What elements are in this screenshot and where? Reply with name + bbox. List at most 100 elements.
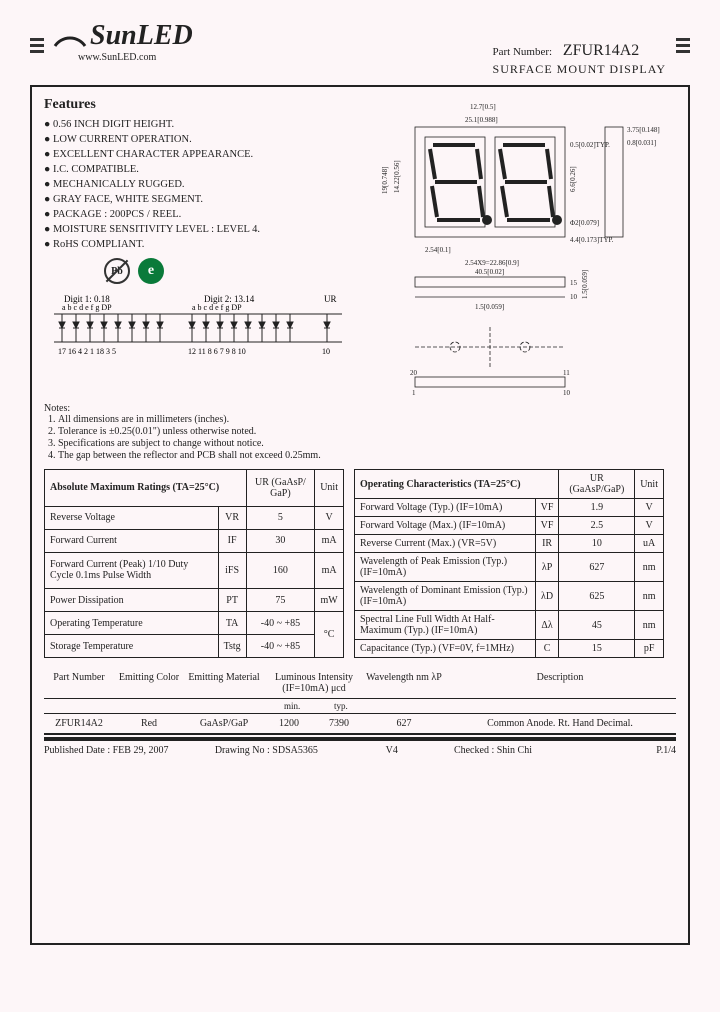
menu-icon-right — [676, 38, 690, 53]
svg-text:12.7[0.5]: 12.7[0.5] — [470, 103, 496, 111]
oc-col-val: UR (GaAsP/GaP) — [559, 470, 635, 499]
cell: Storage Temperature — [45, 635, 219, 658]
menu-icon-left — [30, 38, 44, 53]
cell: Wavelength of Dominant Emission (Typ.) (… — [355, 582, 536, 611]
cell: nm — [635, 553, 664, 582]
spec-color: Red — [114, 718, 184, 729]
cell: Power Dissipation — [45, 589, 219, 612]
feature-item: 0.56 INCH DIGIT HEIGHT. — [44, 119, 356, 130]
cell: Δλ — [535, 611, 559, 640]
svg-text:2.54X9=22.86[0.9]: 2.54X9=22.86[0.9] — [465, 259, 519, 267]
svg-text:12 11 8 6 7 9 8 10: 12 11 8 6 7 9 8 10 — [188, 347, 246, 356]
feature-item: MOISTURE SENSITIVITY LEVEL : LEVEL 4. — [44, 224, 356, 235]
amr-title: Absolute Maximum Ratings (TA=25°C) — [45, 470, 247, 507]
footer-check: Checked : Shin Chi — [454, 745, 625, 756]
oc-table: Operating Characteristics (TA=25°C) UR (… — [354, 469, 664, 658]
spec-sub-min: min. — [284, 701, 334, 711]
svg-text:UR: UR — [324, 294, 337, 304]
notes-title: Notes: — [44, 403, 676, 414]
cell: -40 ~ +85 — [246, 612, 315, 635]
svg-text:11: 11 — [563, 369, 570, 377]
note-item: Specifications are subject to change wit… — [58, 438, 676, 449]
note-item: All dimensions are in millimeters (inche… — [58, 414, 676, 425]
logo-area: SunLED www.SunLED.com — [50, 20, 493, 63]
note-item: Tolerance is ±0.25(0.01") unless otherwi… — [58, 426, 676, 437]
cell: VF — [535, 517, 559, 535]
main-content: Features 0.56 INCH DIGIT HEIGHT. LOW CUR… — [30, 85, 690, 945]
footer: Published Date : FEB 29, 2007 Drawing No… — [44, 741, 676, 756]
cell: Spectral Line Full Width At Half-Maximum… — [355, 611, 536, 640]
footer-page: P.1/4 — [625, 745, 676, 756]
cell: 15 — [559, 640, 635, 658]
svg-text:2.54[0.1]: 2.54[0.1] — [425, 246, 451, 254]
spec-min: 1200 — [264, 718, 314, 729]
svg-text:17 16 4 2 1 18 3 5: 17 16 4 2 1 18 3 5 — [58, 347, 116, 356]
spec-table: Part Number Emitting Color Emitting Mate… — [44, 672, 676, 756]
feature-item: GRAY FACE, WHITE SEGMENT. — [44, 194, 356, 205]
svg-text:1.5[0.059]: 1.5[0.059] — [475, 303, 504, 311]
features-list: 0.56 INCH DIGIT HEIGHT. LOW CURRENT OPER… — [44, 119, 356, 250]
cell: Wavelength of Peak Emission (Typ.) (IF=1… — [355, 553, 536, 582]
svg-text:a b c d e f g DP: a b c d e f g DP — [192, 303, 242, 312]
mechanical-diagram: 25.1[0.988] 12.7[0.5] 19[0.748] 14.22[0.… — [364, 97, 676, 397]
cell: V — [635, 499, 664, 517]
part-number-value: ZFUR14A2 — [563, 42, 639, 59]
cell: V — [635, 517, 664, 535]
spec-desc: Common Anode. Rt. Hand Decimal. — [444, 718, 676, 729]
svg-text:0.5[0.02]TYP.: 0.5[0.02]TYP. — [570, 141, 610, 149]
cell: 45 — [559, 611, 635, 640]
svg-text:3.75[0.148]: 3.75[0.148] — [627, 126, 660, 134]
notes: Notes: All dimensions are in millimeters… — [44, 403, 676, 461]
features-title: Features — [44, 97, 356, 113]
subtitle: SURFACE MOUNT DISPLAY — [493, 62, 666, 77]
svg-text:19[0.748]: 19[0.748] — [381, 167, 389, 194]
feature-item: RoHS COMPLIANT. — [44, 239, 356, 250]
cell: 1.9 — [559, 499, 635, 517]
svg-text:20: 20 — [410, 369, 418, 377]
cell: V — [315, 506, 344, 529]
spec-typ: 7390 — [314, 718, 364, 729]
cell: 5 — [246, 506, 315, 529]
cell: mW — [315, 589, 344, 612]
spec-mat: GaAsP/GaP — [184, 718, 264, 729]
cell: VR — [218, 506, 246, 529]
svg-text:40.5[0.02]: 40.5[0.02] — [475, 268, 504, 276]
cell: TA — [218, 612, 246, 635]
spec-h3: Emitting Material — [184, 672, 264, 694]
cell: -40 ~ +85 — [246, 635, 315, 658]
svg-text:10: 10 — [563, 389, 571, 397]
svg-text:0.8[0.031]: 0.8[0.031] — [627, 139, 656, 147]
rohs-icon: e — [138, 258, 164, 284]
feature-item: EXCELLENT CHARACTER APPEARANCE. — [44, 149, 356, 160]
note-item: The gap between the reflector and PCB sh… — [58, 450, 676, 461]
amr-col-val: UR (GaAsP/ GaP) — [246, 470, 315, 507]
cell: nm — [635, 611, 664, 640]
svg-text:1: 1 — [412, 389, 416, 397]
cell: λP — [535, 553, 559, 582]
cell: IR — [535, 535, 559, 553]
part-number-label: Part Number: — [493, 46, 553, 58]
cell: iFS — [218, 552, 246, 589]
cell: Forward Current — [45, 529, 219, 552]
oc-title: Operating Characteristics (TA=25°C) — [355, 470, 559, 499]
svg-text:14.22[0.56]: 14.22[0.56] — [393, 160, 401, 193]
cell: PT — [218, 589, 246, 612]
cell: Reverse Voltage — [45, 506, 219, 529]
feature-item: LOW CURRENT OPERATION. — [44, 134, 356, 145]
cell: 75 — [246, 589, 315, 612]
logo-url: www.SunLED.com — [78, 52, 493, 63]
spec-h5: Wavelength nm λP — [364, 672, 444, 694]
cell: °C — [315, 612, 344, 658]
pin-diagram: Digit 1: 0.18 Digit 2: 13.14 UR a b c d … — [44, 292, 356, 362]
spec-wl: 627 — [364, 718, 444, 729]
cell: Forward Voltage (Typ.) (IF=10mA) — [355, 499, 536, 517]
svg-text:Φ2[0.079]: Φ2[0.079] — [570, 219, 599, 227]
feature-item: PACKAGE : 200PCS / REEL. — [44, 209, 356, 220]
spec-h1: Part Number — [44, 672, 114, 694]
svg-text:15: 15 — [570, 279, 578, 287]
footer-date: Published Date : FEB 29, 2007 — [44, 745, 215, 756]
cell: 10 — [559, 535, 635, 553]
svg-text:25.1[0.988]: 25.1[0.988] — [465, 116, 498, 124]
amr-col-unit: Unit — [315, 470, 344, 507]
spec-h2: Emitting Color — [114, 672, 184, 694]
